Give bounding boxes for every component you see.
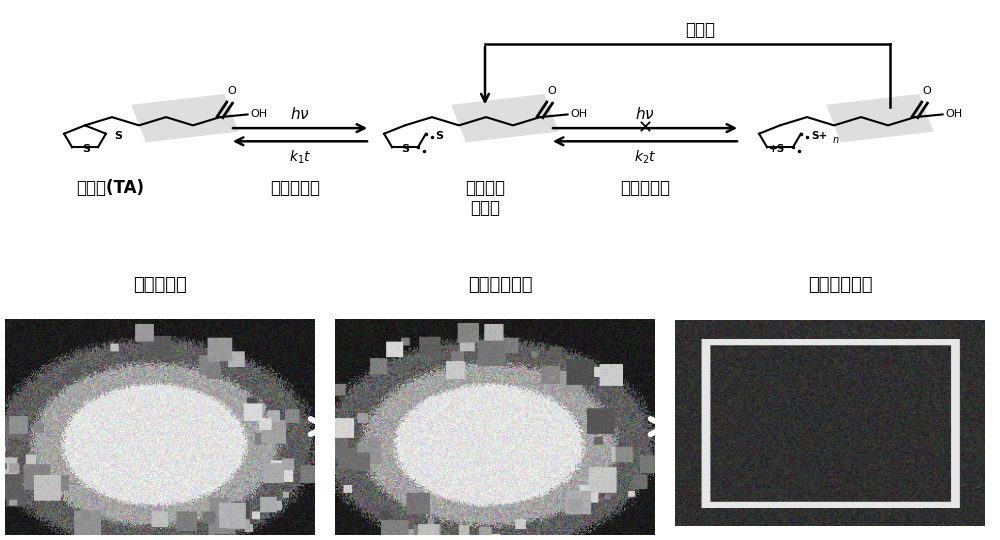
Text: O: O xyxy=(548,86,556,96)
Text: O: O xyxy=(923,86,931,96)
Text: 硫辛酸(TA): 硫辛酸(TA) xyxy=(76,179,144,197)
Text: 分子间聚合: 分子间聚合 xyxy=(620,179,670,197)
Text: S: S xyxy=(82,144,90,154)
Text: $k_1t$: $k_1t$ xyxy=(289,149,311,166)
Text: OH: OH xyxy=(946,110,963,119)
Text: +S: +S xyxy=(769,144,785,154)
Text: S: S xyxy=(401,144,409,154)
Text: S: S xyxy=(435,131,443,141)
Text: S: S xyxy=(114,131,122,141)
Text: $h\nu$: $h\nu$ xyxy=(635,106,655,122)
Text: OH: OH xyxy=(571,110,588,119)
Text: 超分子热聚物: 超分子热聚物 xyxy=(468,276,532,294)
Text: 热活化: 热活化 xyxy=(685,21,715,39)
Polygon shape xyxy=(826,94,934,143)
Text: S+: S+ xyxy=(811,131,827,141)
Text: n: n xyxy=(833,136,839,145)
Text: 硫辛酸单体: 硫辛酸单体 xyxy=(133,276,187,294)
Polygon shape xyxy=(131,94,239,143)
Text: $h\nu$: $h\nu$ xyxy=(290,106,310,122)
Text: ✕: ✕ xyxy=(637,119,653,137)
Text: 超分子光聚物: 超分子光聚物 xyxy=(808,276,872,294)
Polygon shape xyxy=(451,94,559,143)
Text: 分子内环化: 分子内环化 xyxy=(270,179,320,197)
Text: OH: OH xyxy=(251,110,268,119)
Text: 双自由基
中间体: 双自由基 中间体 xyxy=(465,179,505,218)
Text: O: O xyxy=(228,86,236,96)
Text: $k_2t$: $k_2t$ xyxy=(634,149,656,166)
